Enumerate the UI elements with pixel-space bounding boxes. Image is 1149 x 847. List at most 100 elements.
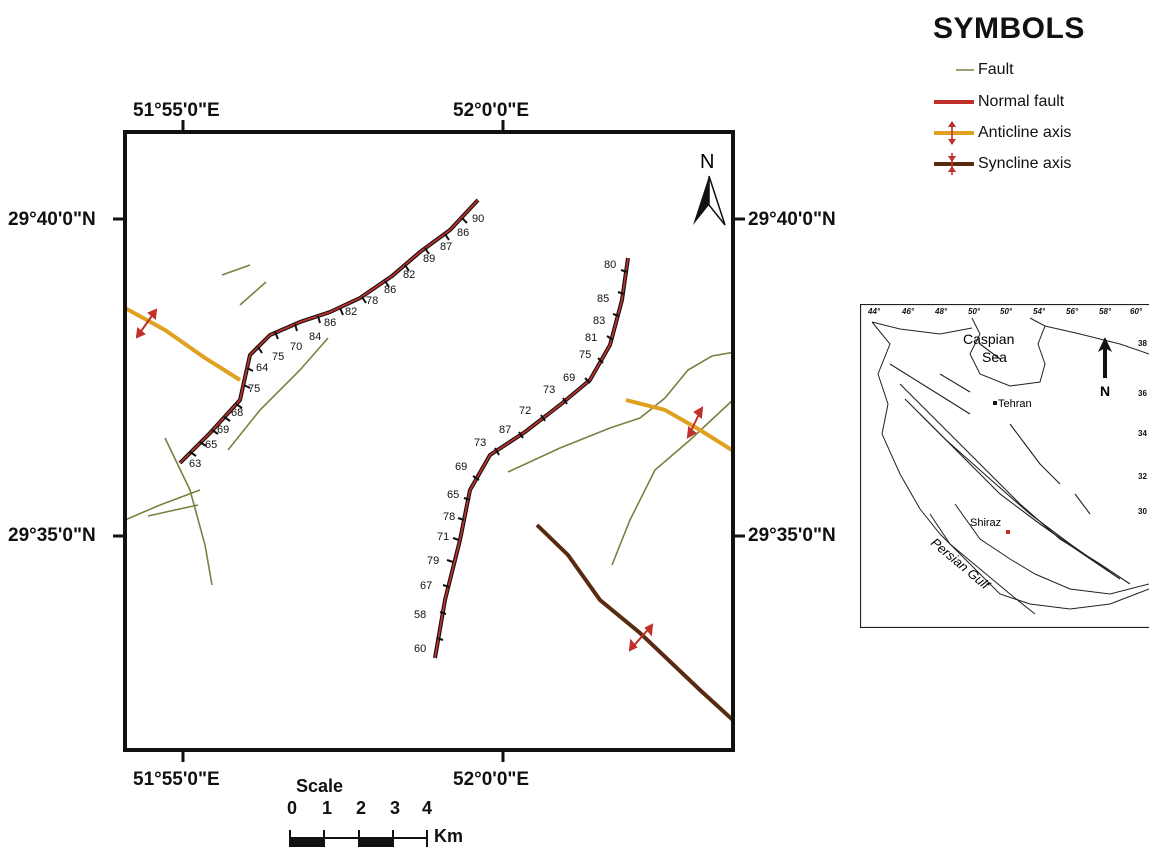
fault-line (227, 337, 329, 451)
dip-label: 67 (420, 580, 432, 592)
zagros-faults (889, 343, 1131, 585)
fault-symbol-icon (956, 69, 974, 71)
dip-label: 80 (604, 259, 616, 271)
legend-item-normal-fault: Normal fault (930, 90, 1064, 114)
dip-label: 70 (290, 341, 302, 353)
dip-label: 85 (597, 293, 609, 305)
dip-label: 86 (384, 284, 396, 296)
syncline-axis-line (535, 523, 731, 722)
dip-label: 78 (366, 295, 378, 307)
legend-item-anticline: Anticline axis (930, 121, 1071, 145)
dip-label: 75 (272, 351, 284, 363)
persian-gulf-coast (929, 503, 1149, 615)
dip-label: 71 (437, 531, 449, 543)
lat-label-right-upper: 29°40'0"N (748, 209, 836, 230)
caspian-sea-outline (969, 317, 1046, 387)
inset-canvas: 44° 46° 48° 50° 50° 54° 56° 58° 60° 38 3… (859, 303, 1149, 629)
inset-lon-tick: 44° (867, 307, 881, 316)
map-frame: 90 86 87 89 82 86 78 82 86 84 70 75 64 7… (123, 130, 735, 752)
dip-label: 73 (543, 384, 555, 396)
legend-label-anticline: Anticline axis (978, 124, 1072, 141)
dip-label: 79 (427, 555, 439, 567)
inset-lon-tick: 58° (1099, 307, 1112, 316)
north-arrow-label: N (700, 151, 714, 173)
dip-label: 75 (248, 383, 260, 395)
inset-north-label: N (1100, 383, 1110, 399)
dip-label: 75 (579, 349, 591, 361)
scale-unit: Km (434, 826, 464, 846)
inset-lon-tick: 54° (1033, 307, 1046, 316)
lat-label-left-upper: 29°40'0"N (8, 209, 96, 230)
inset-lat-tick: 36 (1138, 389, 1147, 398)
legend-item-syncline: Syncline axis (930, 152, 1071, 176)
scale-tick-1: 1 (322, 798, 333, 818)
inset-lon-tick: 46° (901, 307, 915, 316)
dip-label: 73 (474, 437, 486, 449)
scale-tick-2: 2 (356, 798, 367, 818)
anticline-axis-east (625, 398, 731, 452)
country-outline (871, 321, 1149, 610)
syncline-arrows (628, 623, 654, 652)
scale-tick-3: 3 (390, 798, 401, 818)
inset-lat-tick: 34 (1138, 429, 1147, 438)
dip-label: 60 (414, 643, 426, 655)
lat-label-right-lower: 29°35'0"N (748, 525, 836, 546)
lon-label-bottom-right: 52°0'0"E (453, 769, 530, 790)
inset-city-tehran: Tehran (998, 398, 1032, 410)
dip-label: 90 (472, 213, 484, 225)
dip-label: 87 (440, 241, 452, 253)
fault-line (239, 281, 267, 306)
legend-title: SYMBOLS (933, 12, 1085, 45)
anticline-symbol-icon (934, 121, 974, 145)
dip-label: 87 (499, 424, 511, 436)
scale-bar (289, 830, 428, 847)
normal-fault-symbol-icon (934, 100, 974, 104)
fault-line (221, 264, 251, 276)
inset-lon-tick: 60° (1130, 307, 1143, 316)
inset-lon-tick: 56° (1066, 307, 1079, 316)
dip-label: 65 (205, 439, 217, 451)
scale-tick-0: 0 (287, 798, 298, 818)
dip-label: 89 (423, 253, 435, 265)
normal-fault-east-ticks (436, 269, 628, 641)
scale-title: Scale (296, 776, 344, 796)
dip-label: 84 (309, 331, 321, 343)
dip-label: 69 (217, 424, 229, 436)
north-arrow-icon: N (693, 151, 726, 226)
dip-label: 81 (585, 332, 597, 344)
lat-label-left-lower: 29°35'0"N (8, 525, 96, 546)
anticline-arrows (135, 308, 704, 439)
dip-label: 83 (593, 315, 605, 327)
syncline-axis (535, 523, 731, 722)
dip-label: 63 (189, 458, 201, 470)
inset-lat-tick: 32 (1138, 472, 1147, 481)
fault-line (147, 504, 199, 517)
normal-fault-west-ticks (189, 217, 468, 457)
inset-caspian-label-1: Caspian (963, 331, 1014, 347)
faults (127, 264, 731, 586)
lon-label-top-right: 52°0'0"E (453, 100, 530, 121)
dip-label: 69 (563, 372, 575, 384)
legend-label-syncline: Syncline axis (978, 155, 1072, 172)
fault-line (127, 489, 201, 521)
inset-lon-tick: 50° (1000, 307, 1013, 316)
dip-label: 68 (231, 407, 243, 419)
inset-city-shiraz: Shiraz (970, 517, 1001, 529)
legend-label-normal-fault: Normal fault (978, 93, 1065, 110)
dip-label: 86 (457, 227, 469, 239)
anticline-axis-west (127, 306, 242, 382)
dip-label: 65 (447, 489, 459, 501)
inset-lon-tick: 48° (934, 307, 948, 316)
inset-lon-tick: 50° (968, 307, 981, 316)
dip-label: 82 (403, 269, 415, 281)
dip-label: 69 (455, 461, 467, 473)
map-canvas: 90 86 87 89 82 86 78 82 86 84 70 75 64 7… (127, 151, 731, 722)
inset-lat-ticks: 38 36 34 32 30 (1138, 339, 1147, 516)
dip-label: 72 (519, 405, 531, 417)
inset-lon-ticks: 44° 46° 48° 50° 50° 54° 56° 58° 60° (867, 307, 1143, 316)
anticline-axes (127, 306, 731, 452)
fault-line (164, 437, 213, 586)
fault-line (611, 400, 731, 566)
inset-caspian-label-2: Sea (982, 349, 1007, 365)
